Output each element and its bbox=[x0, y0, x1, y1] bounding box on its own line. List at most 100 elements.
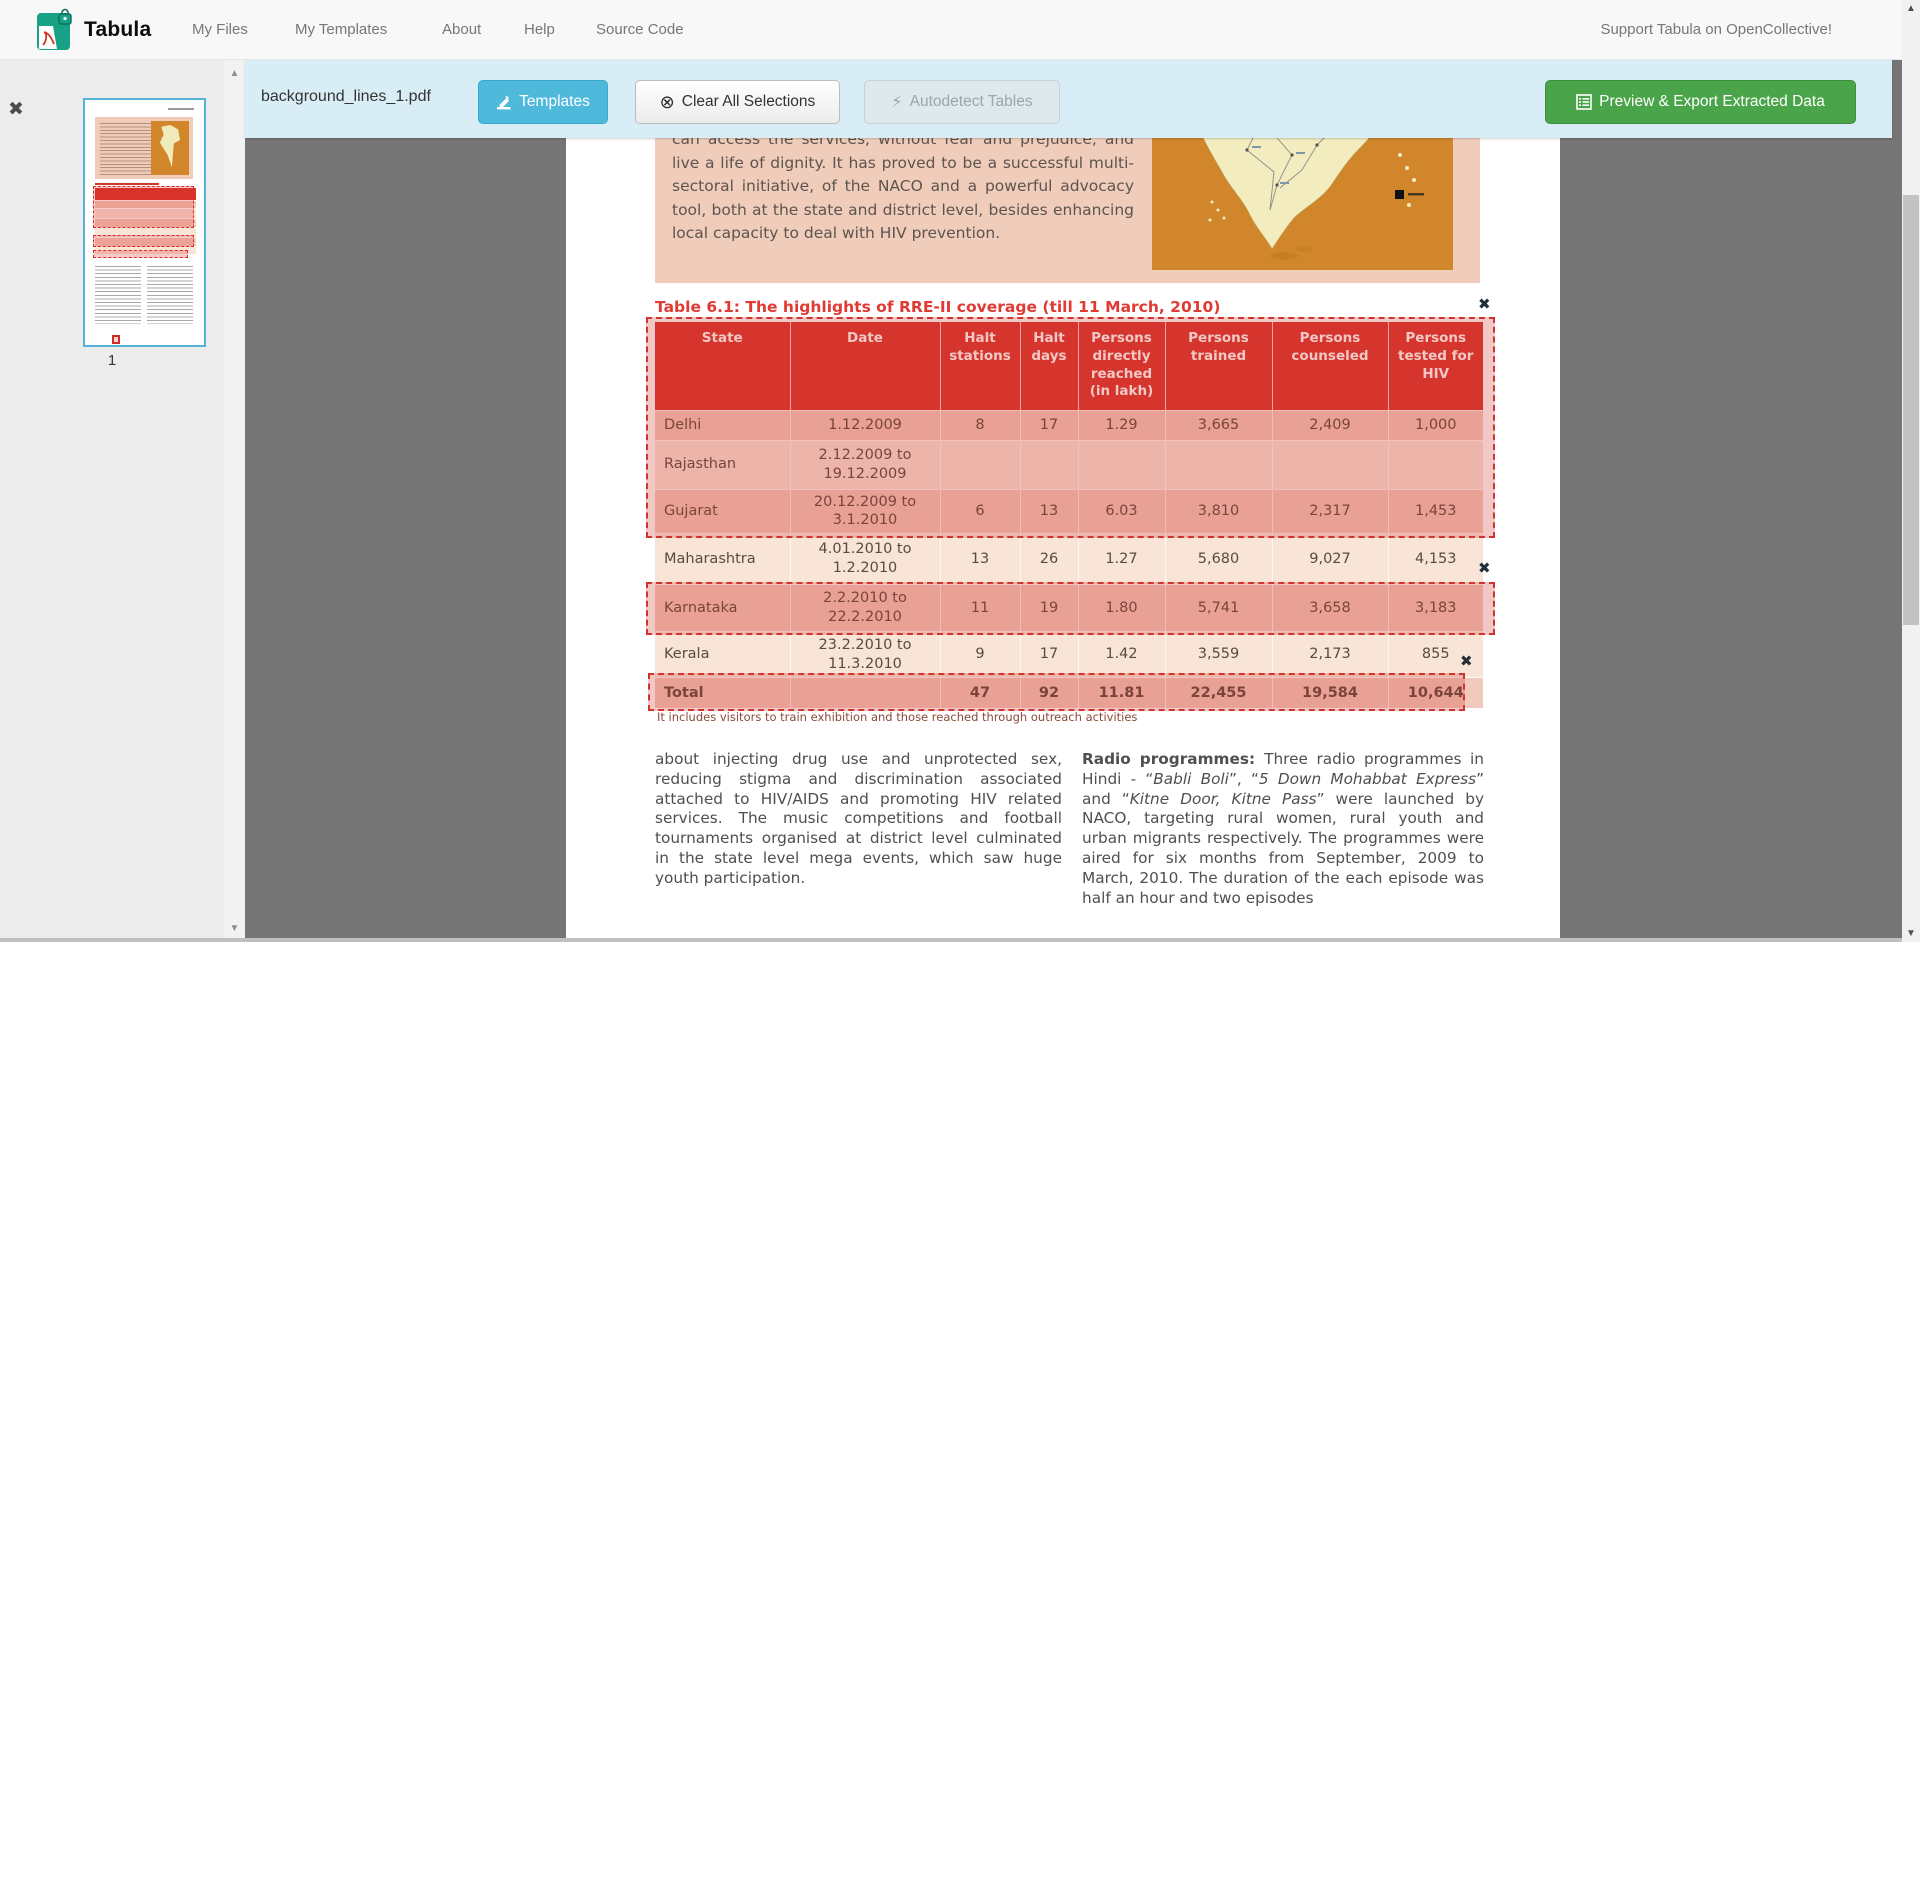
table-header-cell: Date bbox=[790, 322, 941, 410]
autodetect-tables-button[interactable]: ⚡ Autodetect Tables bbox=[864, 80, 1060, 124]
thumb-text-column bbox=[147, 266, 193, 324]
table-cell: Karnataka bbox=[655, 584, 791, 632]
table-cell: 9 bbox=[940, 631, 1021, 678]
nav-help[interactable]: Help bbox=[524, 21, 555, 38]
remove-selection-1-icon[interactable]: ✖ bbox=[1478, 295, 1491, 313]
sidebar-scrollbar[interactable]: ▲ ▼ bbox=[224, 60, 245, 942]
filename-label: background_lines_1.pdf bbox=[261, 88, 431, 105]
close-page-icon[interactable]: ✖ bbox=[8, 98, 24, 120]
table-row: Rajasthan 2.12.2009 to 19.12.2009 bbox=[655, 439, 1483, 489]
thumb-map bbox=[151, 121, 189, 175]
thumb-india-shape bbox=[159, 125, 181, 168]
table-cell: Maharashtra bbox=[655, 533, 791, 585]
templates-icon bbox=[497, 95, 511, 109]
nav-my-files[interactable]: My Files bbox=[192, 21, 248, 38]
table-cell: 5,680 bbox=[1165, 533, 1273, 585]
vertical-scrollbar[interactable]: ▲ ▼ bbox=[1902, 0, 1920, 942]
scrollbar-up-icon[interactable]: ▲ bbox=[1906, 3, 1916, 14]
nav-about[interactable]: About bbox=[442, 21, 482, 38]
table-cell: 855 bbox=[1388, 631, 1483, 678]
remove-selection-3-icon[interactable]: ✖ bbox=[1460, 652, 1473, 670]
sidebar-scroll-up-icon[interactable]: ▲ bbox=[229, 68, 240, 79]
thumbnail-sidebar: ▲ ▼ ✖ 1 bbox=[0, 60, 245, 942]
thumb-row bbox=[95, 208, 196, 218]
table-selection-1[interactable] bbox=[646, 317, 1495, 538]
table-row: Gujarat 20.12.2009 to 3.1.2010 6 13 6.03 3,81… bbox=[655, 488, 1483, 534]
body-text-segment: ” were launched by NACO, targeting rural… bbox=[1082, 789, 1484, 907]
table-caption: Table 6.1: The highlights of RRE-II cove… bbox=[655, 298, 1221, 316]
tabula-logo-icon bbox=[37, 8, 72, 50]
table-cell bbox=[1165, 439, 1273, 489]
table-cell: 2.12.2009 to 19.12.2009 bbox=[790, 439, 941, 489]
thumb-intro-lines bbox=[100, 123, 152, 175]
nav-source-code[interactable]: Source Code bbox=[596, 21, 684, 38]
thumb-header-text bbox=[168, 108, 194, 110]
table-cell: 3,183 bbox=[1388, 584, 1483, 632]
thumb-row bbox=[95, 218, 196, 227]
table-selection-2[interactable] bbox=[646, 582, 1495, 635]
list-icon bbox=[1576, 94, 1592, 110]
body-text-segment: Radio programmes: bbox=[1082, 750, 1265, 768]
table-cell: 2,409 bbox=[1272, 409, 1389, 440]
table-header-cell: Persons counseled bbox=[1272, 322, 1389, 410]
table-selection-3[interactable] bbox=[648, 673, 1465, 711]
table-row: Delhi 1.12.2009 8 17 1.29 3,665 2,409 1,000 bbox=[655, 409, 1483, 440]
table-cell bbox=[1388, 439, 1483, 489]
thumb-table-header bbox=[95, 188, 196, 200]
table-cell: 2,317 bbox=[1272, 488, 1389, 534]
table-cell: 1,453 bbox=[1388, 488, 1483, 534]
table-cell: 1.80 bbox=[1078, 584, 1166, 632]
body-text-right-column: Radio programmes: Three radio programmes… bbox=[1082, 750, 1484, 908]
templates-button[interactable]: Templates bbox=[478, 80, 608, 124]
table-cell: 13 bbox=[1020, 488, 1079, 534]
nav-my-templates[interactable]: My Templates bbox=[295, 21, 388, 38]
page-thumbnail[interactable] bbox=[83, 98, 206, 347]
lightning-icon: ⚡ bbox=[891, 94, 903, 111]
table-cell: 13 bbox=[940, 533, 1021, 585]
table-row: Kerala 23.2.2010 to 11.3.2010 9 17 1.42 3,559… bbox=[655, 631, 1483, 678]
thumb-table-caption bbox=[95, 183, 159, 185]
preview-export-button[interactable]: Preview & Export Extracted Data bbox=[1545, 80, 1856, 124]
table-body: Delhi 1.12.2009 8 17 1.29 3,665 2,409 1,000 Raja… bbox=[655, 409, 1483, 708]
remove-selection-2-icon[interactable]: ✖ bbox=[1478, 559, 1491, 577]
export-button-label: Preview & Export Extracted Data bbox=[1599, 93, 1825, 110]
table-cell: Rajasthan bbox=[655, 439, 791, 489]
table-row: Karnataka 2.2.2010 to 22.2.2010 11 19 1.80 5,… bbox=[655, 584, 1483, 632]
brand-link[interactable]: Tabula bbox=[36, 8, 151, 52]
table-cell: 1.12.2009 bbox=[790, 409, 941, 440]
table-cell: 8 bbox=[940, 409, 1021, 440]
table-header-cell: Halt stations bbox=[940, 322, 1021, 410]
clear-all-selections-button[interactable]: ⊗ Clear All Selections bbox=[635, 80, 840, 124]
table-cell: 17 bbox=[1020, 631, 1079, 678]
clear-selections-icon: ⊗ bbox=[659, 91, 675, 112]
page-number-label: 1 bbox=[107, 352, 117, 369]
thumb-selection-1 bbox=[93, 186, 194, 228]
scrollbar-down-icon[interactable]: ▼ bbox=[1906, 928, 1916, 939]
table-cell: 3,658 bbox=[1272, 584, 1389, 632]
table-cell bbox=[790, 677, 941, 708]
table-cell: 19,584 bbox=[1272, 677, 1389, 708]
scrollbar-thumb[interactable] bbox=[1903, 195, 1919, 625]
support-link[interactable]: Support Tabula on OpenCollective! bbox=[1600, 21, 1832, 38]
table-cell: 1.27 bbox=[1078, 533, 1166, 585]
thumb-row bbox=[95, 237, 196, 246]
table-cell: 1.29 bbox=[1078, 409, 1166, 440]
table-cell: Kerala bbox=[655, 631, 791, 678]
thumb-selection-2 bbox=[93, 235, 194, 247]
sidebar-scroll-down-icon[interactable]: ▼ bbox=[229, 923, 240, 934]
table-cell: 10,644 bbox=[1388, 677, 1483, 708]
navbar: Tabula My Files My Templates About Help … bbox=[0, 0, 1920, 60]
table-cell: 2.2.2010 to 22.2.2010 bbox=[790, 584, 941, 632]
table-cell: Total bbox=[655, 677, 791, 708]
pdf-page: can access the services, without fear an… bbox=[566, 0, 1560, 1884]
templates-button-label: Templates bbox=[519, 93, 590, 110]
thumb-row bbox=[95, 200, 196, 208]
table-cell: 3,665 bbox=[1165, 409, 1273, 440]
table-header-cell: Persons tested for HIV bbox=[1388, 322, 1483, 410]
table-cell: 1,000 bbox=[1388, 409, 1483, 440]
table-cell bbox=[940, 439, 1021, 489]
thumb-table bbox=[93, 186, 196, 258]
horizontal-scrollbar[interactable] bbox=[0, 938, 1902, 942]
autodetect-button-label: Autodetect Tables bbox=[909, 93, 1033, 110]
table-header-cell: Halt days bbox=[1020, 322, 1079, 410]
